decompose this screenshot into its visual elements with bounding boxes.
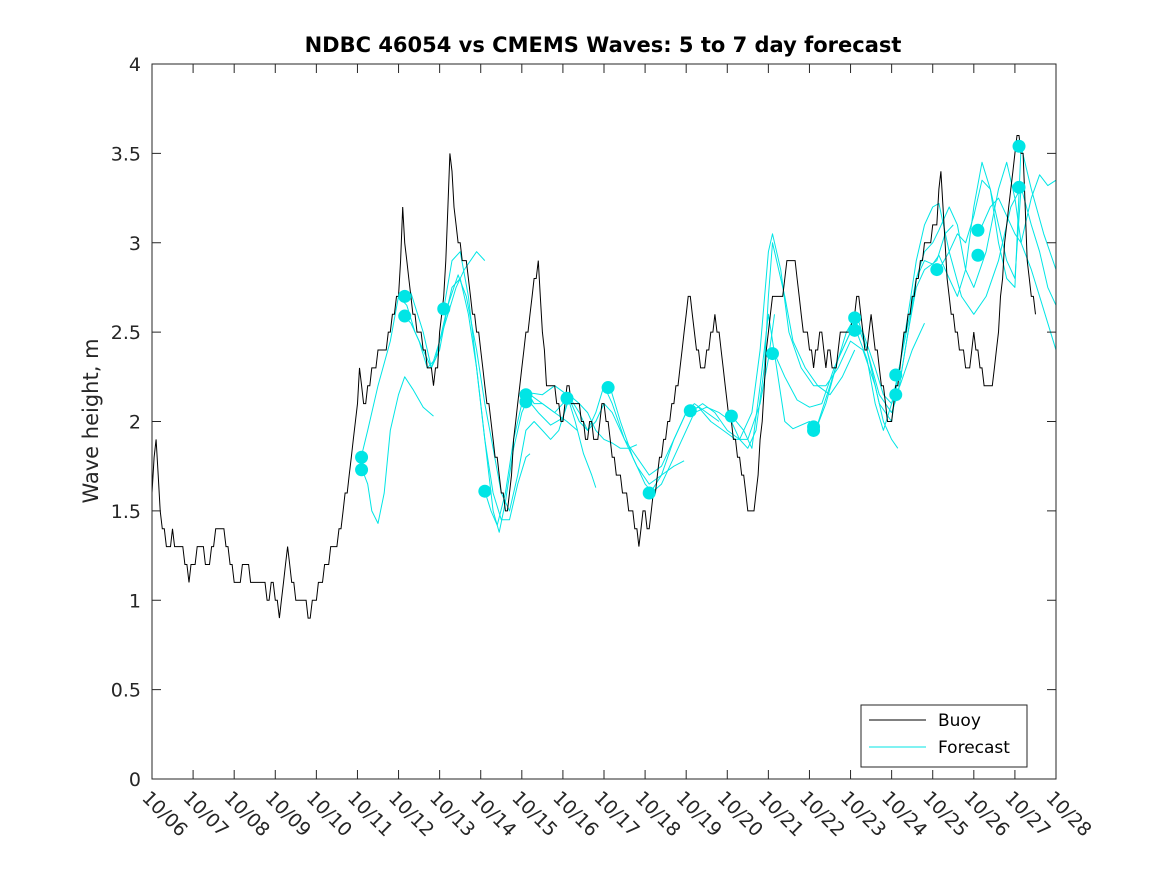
legend: Buoy Forecast [860,704,1028,768]
forecast-run-line [527,392,638,449]
forecast-marker [398,289,412,303]
plot-area [152,64,1056,779]
legend-box [860,704,1028,768]
forecast-run-line [527,397,685,485]
buoy-series-line [151,135,1036,619]
y-tick-label: 3.5 [111,143,141,165]
forecast-marker [355,463,369,477]
forecast-run-line [361,376,434,524]
forecast-run-line [733,313,925,449]
forecast-marker [398,309,412,323]
forecast-marker [1012,180,1026,194]
y-tick-label: 2.5 [111,322,141,344]
forecast-run-line [402,278,531,521]
forecast-marker [971,223,985,237]
forecast-marker [355,450,369,464]
forecast-marker [724,409,738,423]
forecast-run-line [774,224,954,431]
y-axis-label: Wave height, m [79,338,103,503]
forecast-marker [437,302,451,316]
forecast-marker [478,484,492,498]
y-tick-label: 3 [129,233,141,255]
forecast-marker [889,388,903,402]
y-tick-label: 0.5 [111,680,141,702]
forecast-run-line [402,274,568,512]
forecast-run-line [938,179,1057,306]
forecast-run-line [856,161,1057,431]
y-tick-label: 4 [129,54,141,76]
legend-forecast-label: Forecast [938,738,1010,758]
forecast-marker [1012,139,1026,153]
series-layer [151,135,1057,619]
forecast-marker [848,311,862,325]
chart-title: NDBC 46054 vs CMEMS Waves: 5 to 7 day fo… [305,33,902,57]
forecast-marker [930,263,944,277]
legend-buoy-label: Buoy [938,711,981,731]
y-tick-label: 1 [129,590,141,612]
forecast-run-line [692,233,899,449]
forecast-marker [519,395,533,409]
forecast-marker [848,323,862,337]
forecast-run-line [979,174,1057,244]
forecast-marker [560,391,574,405]
forecast-run-line [484,385,597,526]
forecast-marker [971,248,985,262]
forecast-marker [889,368,903,382]
forecast-marker [642,486,656,500]
y-tick-label: 2 [129,412,141,434]
forecast-marker [601,381,615,395]
forecast-marker [683,404,697,418]
forecast-marker [807,423,821,437]
y-tick-label: 0 [129,769,141,791]
forecast-run-line [650,242,856,494]
y-tick-label: 1.5 [111,501,141,523]
forecast-marker [765,347,779,361]
